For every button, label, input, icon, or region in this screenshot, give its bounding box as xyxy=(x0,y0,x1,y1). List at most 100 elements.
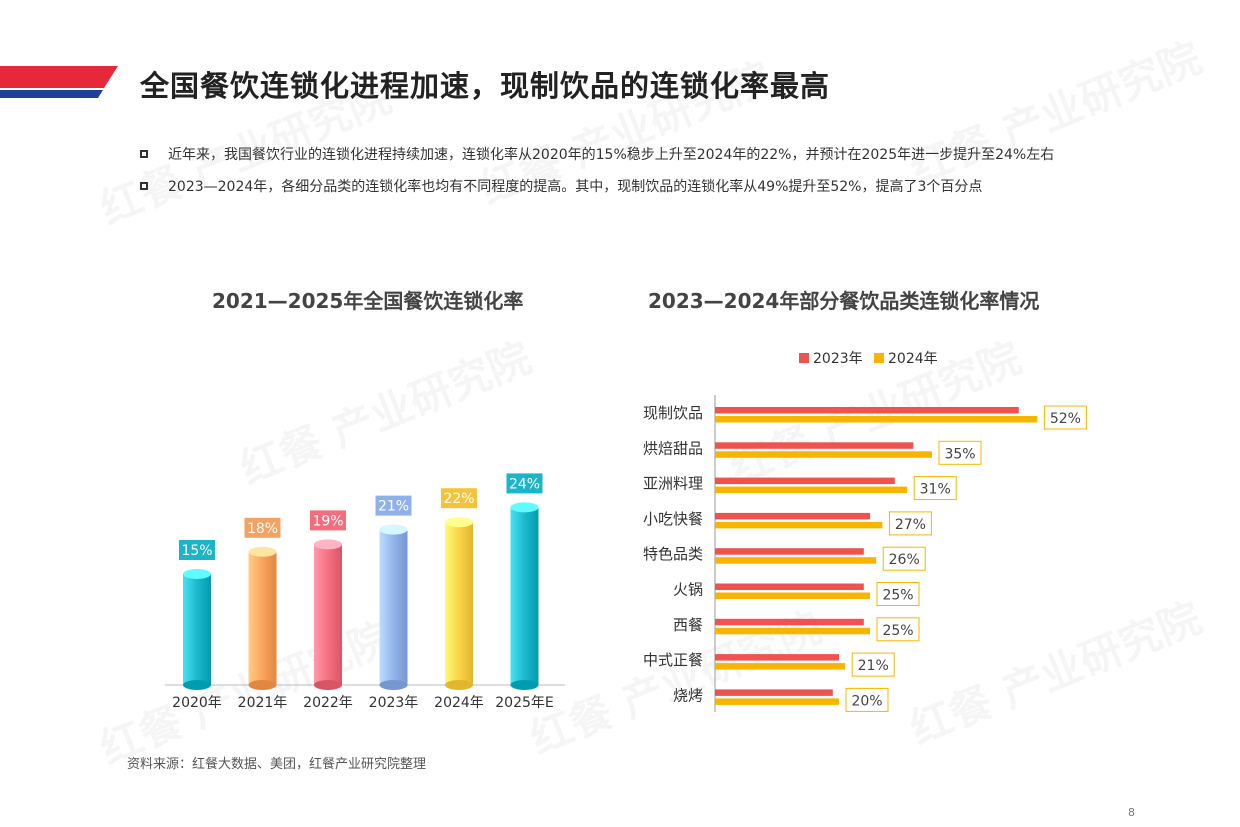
cylinder-body xyxy=(510,507,539,685)
data-label: 31% xyxy=(920,482,951,498)
legend-label-2024: 2024年 xyxy=(888,351,938,367)
chart-title-category-chain-rate: 2023—2024年部分餐饮品类连锁化率情况 xyxy=(648,289,1040,313)
bar-2023 xyxy=(715,477,895,485)
chart-legend: 2023年 2024年 xyxy=(799,351,938,367)
chart-title-national-chain-rate: 2021—2025年全国餐饮连锁化率 xyxy=(212,289,524,313)
data-label: 19% xyxy=(312,513,343,529)
category-label: 2024年 xyxy=(434,695,484,711)
data-label-box xyxy=(1043,405,1087,430)
category-label: 小吃快餐 xyxy=(643,510,703,528)
cylinder-bar xyxy=(379,524,408,690)
legend-label-2023: 2023年 xyxy=(813,351,863,367)
cylinder-bar xyxy=(510,502,539,690)
page-number: 8 xyxy=(1128,806,1135,819)
cylinder-top xyxy=(183,569,211,579)
category-label: 2021年 xyxy=(238,695,288,711)
data-label: 21% xyxy=(378,499,409,515)
bullet-text: 2023—2024年，各细分品类的连锁化率也均有不同程度的提高。其中，现制饮品的… xyxy=(168,179,983,195)
data-label-box xyxy=(876,582,920,606)
legend-swatch-2023 xyxy=(799,353,809,363)
bar-2023 xyxy=(715,512,870,520)
data-label-box xyxy=(441,488,477,509)
data-label-box xyxy=(310,510,346,531)
category-label: 2022年 xyxy=(303,695,353,711)
source-note: 资料来源：红餐大数据、美团，红餐产业研究院整理 xyxy=(127,757,427,772)
legend-swatch-2024 xyxy=(874,353,884,363)
cylinder-body xyxy=(248,551,277,685)
data-label: 52% xyxy=(1050,411,1081,427)
category-label: 火锅 xyxy=(673,581,703,599)
cylinder-top xyxy=(445,517,473,528)
data-label: 26% xyxy=(889,552,920,568)
cylinder-base xyxy=(314,680,342,690)
bar-2024 xyxy=(715,451,932,458)
cylinder-bar xyxy=(248,546,277,690)
data-label: 15% xyxy=(181,543,212,559)
data-label-box xyxy=(876,617,920,642)
category-label: 2025年E xyxy=(495,695,553,711)
category-label: 中式正餐 xyxy=(643,651,703,669)
data-label-box xyxy=(888,511,932,536)
data-label-box xyxy=(179,540,215,560)
data-label-box xyxy=(375,495,412,516)
title-ribbon-icon xyxy=(0,66,118,98)
bar-2024 xyxy=(715,416,1038,423)
data-label-box xyxy=(913,476,957,501)
cylinder-body xyxy=(183,574,211,685)
bar-2024 xyxy=(715,592,870,599)
bar-2023 xyxy=(715,654,839,661)
data-label: 18% xyxy=(247,521,278,537)
data-label-box xyxy=(506,473,543,494)
category-label: 2020年 xyxy=(172,695,222,711)
cylinder-base xyxy=(445,680,473,690)
category-label: 烧烤 xyxy=(673,686,703,704)
cylinder-body xyxy=(379,529,408,685)
cylinder-bar xyxy=(183,569,211,690)
bar-2023 xyxy=(715,583,864,590)
cylinder-bar-chart: 15% 2020年 18% 2021年 19% 2022年 21% 2023年 22% 2024年… xyxy=(165,473,565,711)
bullet-item: 2023—2024年，各细分品类的连锁化率也均有不同程度的提高。其中，现制饮品的… xyxy=(138,178,1118,196)
data-label-box xyxy=(882,546,926,571)
cylinder-base xyxy=(379,680,408,690)
category-label: 现制饮品 xyxy=(643,404,703,422)
data-label-box xyxy=(845,687,889,712)
bar-2023 xyxy=(715,442,914,449)
category-label: 西餐 xyxy=(673,616,703,634)
square-bullet-icon xyxy=(140,182,148,190)
bar-2024 xyxy=(715,698,839,705)
cylinder-body xyxy=(445,522,473,685)
category-label: 烘焙甜品 xyxy=(643,439,703,457)
bar-2023 xyxy=(715,618,864,626)
bar-2023 xyxy=(715,689,833,696)
data-label: 35% xyxy=(944,446,975,462)
data-label-box xyxy=(244,517,281,538)
cylinder-top xyxy=(248,546,277,557)
bar-2023 xyxy=(715,407,1019,414)
data-label: 21% xyxy=(858,658,889,674)
data-label-box xyxy=(938,440,982,465)
cylinder-base xyxy=(510,680,539,690)
bar-2024 xyxy=(715,486,908,494)
bullet-text: 近年来，我国餐饮行业的连锁化进程持续加速，连锁化率从2020年的15%稳步上升至… xyxy=(168,147,1055,163)
data-label: 24% xyxy=(509,476,540,492)
data-label: 27% xyxy=(895,517,926,533)
bar-2024 xyxy=(715,663,846,670)
cylinder-bar xyxy=(445,517,473,690)
bar-2024 xyxy=(715,627,870,635)
data-label: 25% xyxy=(882,588,913,604)
data-label: 20% xyxy=(851,693,882,709)
bar-2023 xyxy=(715,548,864,555)
data-label-box xyxy=(851,652,895,677)
cylinder-base xyxy=(183,680,211,690)
bar-2024 xyxy=(715,557,877,564)
data-label: 25% xyxy=(882,623,913,639)
cylinder-top xyxy=(314,539,342,550)
square-bullet-icon xyxy=(140,150,148,158)
page-title: 全国餐饮连锁化进程加速，现制饮品的连锁化率最高 xyxy=(140,69,831,103)
bullet-item: 近年来，我国餐饮行业的连锁化进程持续加速，连锁化率从2020年的15%稳步上升至… xyxy=(138,146,1118,164)
cylinder-bar xyxy=(314,539,342,690)
category-label: 亚洲料理 xyxy=(643,475,703,493)
data-label: 22% xyxy=(443,491,474,507)
cylinder-base xyxy=(248,680,277,690)
